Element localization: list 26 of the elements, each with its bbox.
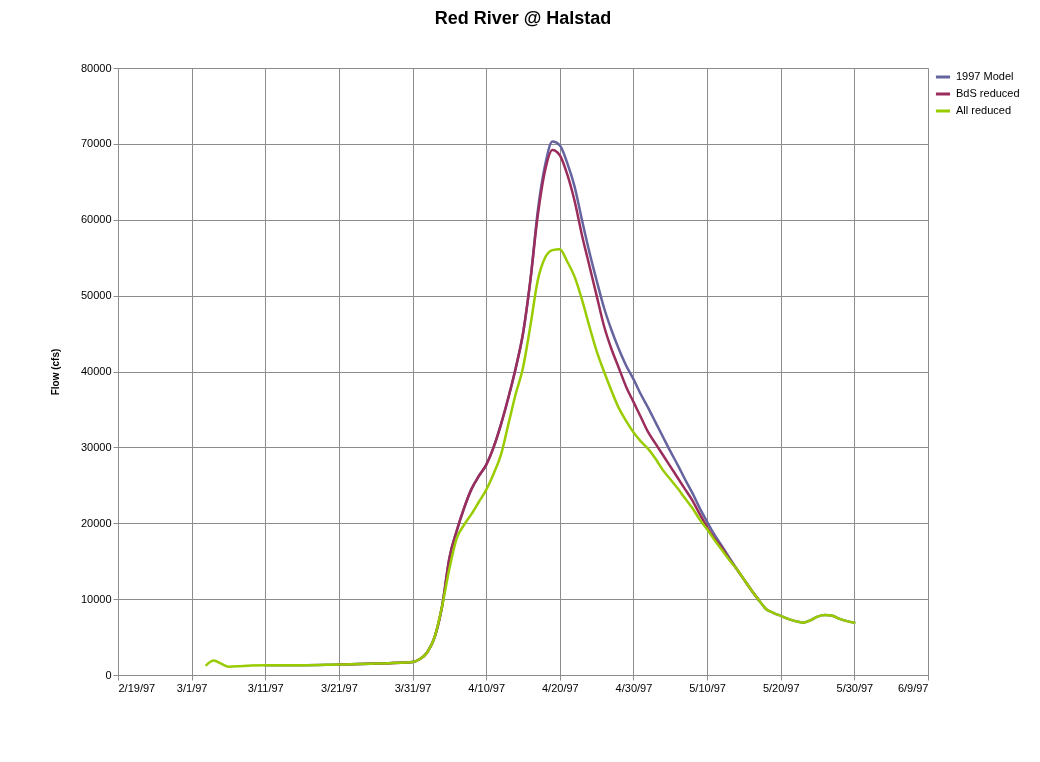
legend-label: 1997 Model [956, 70, 1014, 82]
x-tick-label: 4/10/97 [468, 681, 506, 694]
x-tick-label: 6/9/97 [897, 681, 929, 694]
x-tick-label: 2/19/97 [118, 681, 156, 694]
y-axis-title: Flow (cfs) [49, 348, 61, 396]
y-tick-label: 20000 [80, 516, 112, 529]
y-tick-label: 10000 [80, 592, 112, 605]
y-tick-label: 30000 [80, 440, 112, 453]
x-tick-label: 3/31/97 [394, 681, 432, 694]
x-tick-label: 4/20/97 [541, 681, 579, 694]
x-tick-label: 5/20/97 [762, 681, 800, 694]
x-tick-label: 5/10/97 [689, 681, 726, 694]
legend-label: All reduced [956, 104, 1012, 116]
x-tick-label: 3/21/97 [321, 681, 358, 694]
x-tick-label: 5/30/97 [836, 681, 874, 694]
x-tick-label: 4/30/97 [615, 681, 653, 694]
chart-title: Red River @ Halstad [434, 8, 612, 28]
x-tick-label: 3/11/97 [247, 681, 284, 694]
y-tick-label: 80000 [80, 61, 112, 74]
legend-label: BdS reduced [956, 87, 1020, 99]
y-tick-label: 70000 [80, 137, 112, 150]
y-tick-label: 60000 [80, 213, 112, 226]
y-tick-label: 40000 [80, 365, 112, 377]
x-tick-label: 3/1/97 [176, 681, 208, 694]
y-tick-label: 50000 [80, 289, 112, 302]
y-tick-label: 0 [105, 668, 112, 681]
